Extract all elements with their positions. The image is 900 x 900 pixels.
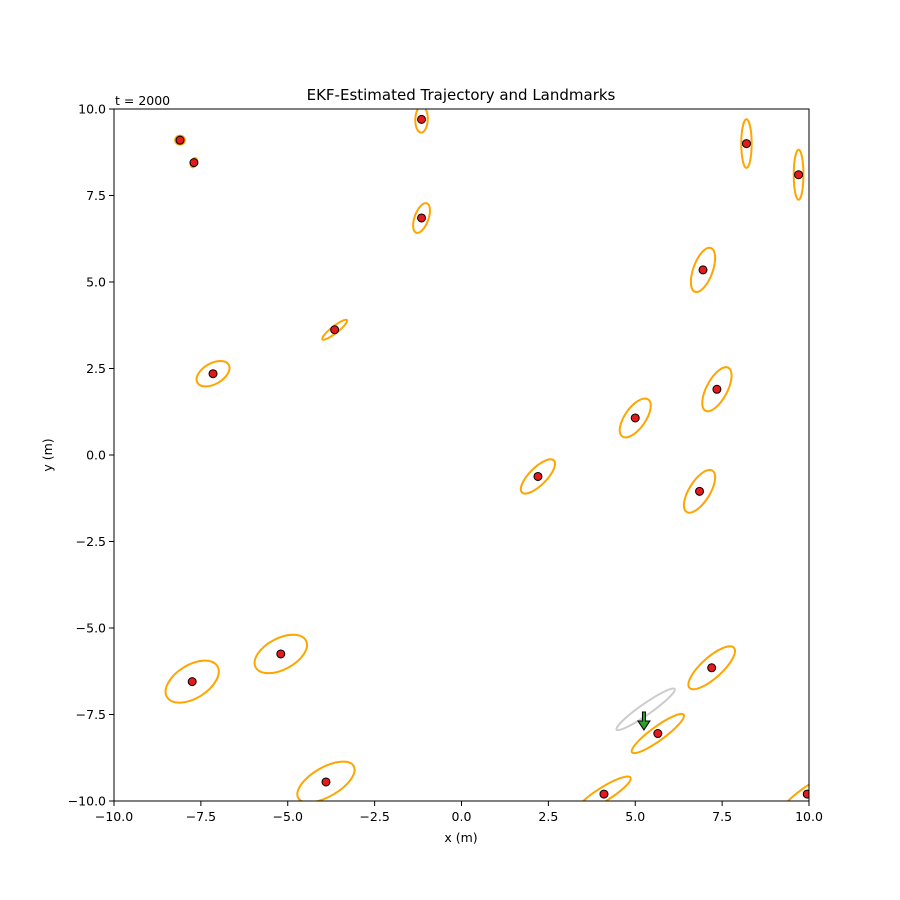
landmark-covariance-ellipse — [740, 118, 753, 169]
landmark-covariance-ellipse — [701, 366, 733, 413]
landmark-covariance-ellipse — [195, 359, 231, 388]
x-tick-label: −10.0 — [95, 809, 133, 824]
x-tick-label: 2.5 — [538, 809, 558, 824]
robot-pose — [637, 711, 651, 731]
landmark-covariance-ellipse — [253, 633, 308, 675]
landmark-point — [630, 413, 640, 423]
robot-covariance-ellipse — [615, 687, 676, 732]
axes-frame — [113, 108, 810, 802]
time-annotation: t = 2000 — [115, 93, 170, 108]
y-axis: −10.0 −7.5 −5.0 −2.5 0.0 2.5 5.0 7.5 10.0 — [68, 102, 114, 809]
x-tick-label: 10.0 — [795, 809, 823, 824]
x-tick-label: −7.5 — [186, 809, 216, 824]
landmark-point — [175, 135, 185, 145]
landmark-point — [707, 663, 717, 673]
y-tick-label: 7.5 — [86, 188, 106, 203]
landmark-covariance-ellipse — [412, 202, 431, 234]
landmark-covariance-ellipse — [689, 246, 717, 294]
landmark-point — [741, 139, 751, 149]
landmark-point — [698, 265, 708, 275]
landmark-covariance-ellipse — [682, 468, 717, 514]
landmark-point — [712, 384, 722, 394]
landmark-covariance-ellipse — [296, 760, 356, 801]
landmark-point — [187, 677, 197, 687]
landmark-point — [417, 213, 427, 223]
x-tick-label: 7.5 — [712, 809, 732, 824]
x-tick-label: −2.5 — [359, 809, 389, 824]
y-tick-label: −7.5 — [76, 707, 106, 722]
landmark-covariance-ellipse — [164, 659, 220, 704]
landmark-point — [276, 649, 286, 659]
x-tick-label: 5.0 — [625, 809, 645, 824]
y-tick-label: −5.0 — [76, 621, 106, 636]
y-tick-label: −2.5 — [76, 534, 106, 549]
landmark-covariance-ellipse — [792, 148, 805, 201]
robot-arrow — [637, 711, 651, 731]
landmark-point — [653, 729, 663, 739]
x-tick-label: 0.0 — [452, 809, 472, 824]
landmark-point — [794, 170, 804, 180]
y-tick-label: 10.0 — [78, 102, 106, 117]
landmark-point — [189, 158, 199, 168]
x-axis-label: x (m) — [444, 830, 477, 845]
landmark-point — [695, 486, 705, 496]
y-axis-label: y (m) — [40, 438, 55, 471]
landmark-covariance-ellipse — [618, 397, 652, 439]
y-tick-label: 2.5 — [86, 361, 106, 376]
landmark-covariance-ellipse — [630, 712, 686, 755]
landmark-point — [321, 777, 331, 787]
y-tick-label: −10.0 — [68, 794, 106, 809]
y-tick-label: 5.0 — [86, 275, 106, 290]
landmark-point — [802, 789, 809, 799]
landmark-point — [417, 114, 427, 124]
y-tick-label: 0.0 — [86, 448, 106, 463]
landmark-covariance-ellipse — [414, 109, 429, 134]
x-axis: −10.0 −7.5 −5.0 −2.5 0.0 2.5 5.0 7.5 10.0 — [95, 801, 823, 824]
landmark-covariance-ellipse — [687, 645, 736, 691]
landmark-covariance-ellipse — [576, 775, 632, 801]
plot-area — [164, 109, 809, 801]
landmark-point — [330, 325, 340, 335]
landmark-point — [533, 471, 543, 481]
landmark-covariance-ellipse — [780, 774, 809, 801]
landmark-covariance-ellipse — [519, 458, 557, 495]
landmark-point — [599, 789, 609, 799]
chart-title: EKF-Estimated Trajectory and Landmarks — [307, 86, 616, 104]
landmark-point — [208, 369, 218, 379]
x-tick-label: −5.0 — [273, 809, 303, 824]
